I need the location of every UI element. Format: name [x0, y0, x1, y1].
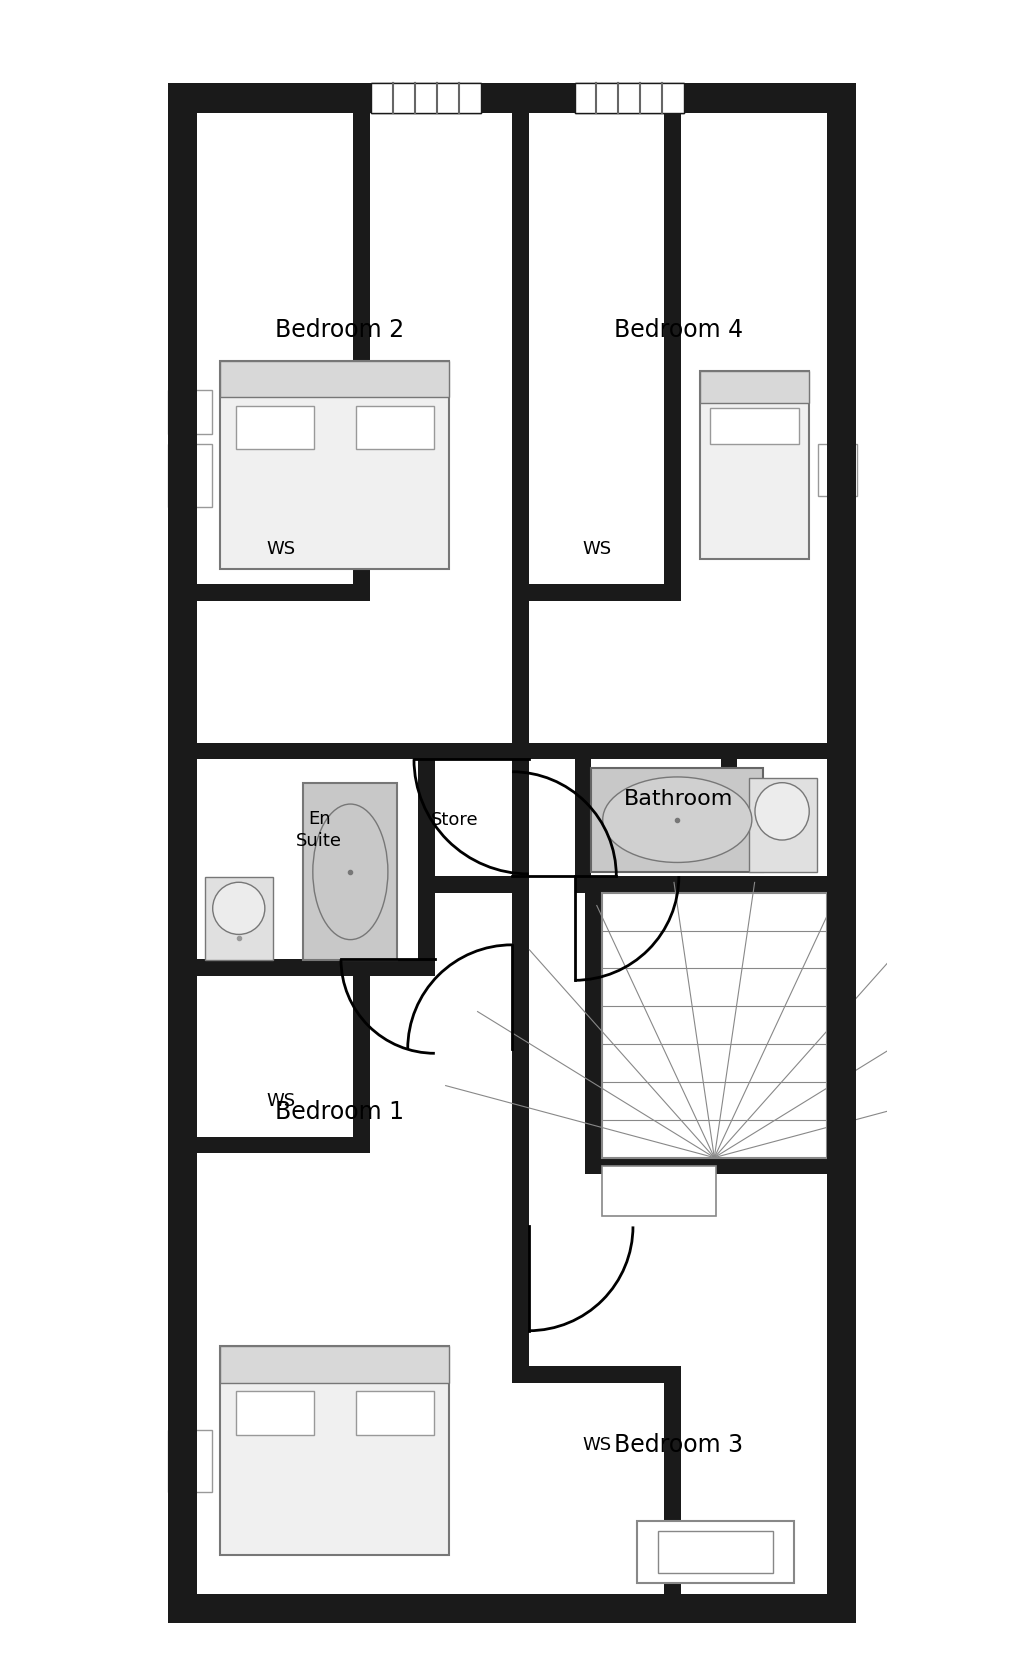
Bar [574, 83, 684, 112]
Bar [602, 893, 827, 1158]
Bar [749, 777, 816, 872]
Bar [168, 83, 197, 1623]
Bar [591, 767, 763, 872]
Bar [817, 445, 857, 496]
Bar [602, 1166, 717, 1216]
Bar [197, 959, 435, 976]
Bar [168, 83, 372, 112]
Bar [168, 83, 372, 112]
Bar [372, 83, 480, 112]
Bar [827, 83, 856, 1623]
Bar [574, 83, 684, 112]
Bar [197, 1136, 353, 1153]
Bar [418, 759, 435, 976]
Bar [168, 1429, 212, 1492]
Bar [197, 584, 353, 600]
Bar [585, 893, 602, 913]
Bar [480, 83, 574, 112]
Bar [220, 1346, 450, 1383]
Bar [574, 759, 591, 893]
Bar [480, 83, 574, 112]
Text: WS: WS [582, 1436, 611, 1454]
Bar [168, 390, 212, 433]
Bar [665, 112, 681, 600]
Bar [168, 1593, 856, 1623]
Text: Bedroom 1: Bedroom 1 [275, 1100, 404, 1123]
Bar [355, 1391, 434, 1436]
Bar [512, 759, 528, 893]
Ellipse shape [755, 782, 809, 840]
Bar [220, 1346, 450, 1555]
Text: Bathroom: Bathroom [625, 789, 733, 809]
Bar [220, 361, 450, 569]
Text: Bedroom 3: Bedroom 3 [614, 1434, 743, 1457]
Bar [684, 83, 856, 112]
Bar [512, 112, 528, 903]
Bar [372, 83, 480, 112]
Bar [699, 370, 809, 402]
Text: Store: Store [431, 810, 478, 829]
Bar [168, 83, 197, 1623]
Bar [353, 976, 370, 1153]
Text: Bedroom 4: Bedroom 4 [614, 318, 743, 341]
Bar [711, 409, 799, 445]
Bar [528, 743, 827, 759]
Bar [665, 1366, 681, 1593]
Bar [827, 83, 856, 1623]
Bar [512, 893, 528, 1383]
Bar [528, 584, 665, 600]
Bar [637, 1520, 794, 1583]
Bar [206, 877, 273, 961]
Bar [699, 370, 809, 559]
Text: WS: WS [582, 539, 611, 557]
Bar [303, 784, 397, 961]
Bar [168, 1593, 856, 1623]
Bar [528, 1366, 665, 1383]
Bar [236, 405, 313, 450]
Ellipse shape [213, 882, 265, 935]
Bar [585, 893, 602, 1174]
Text: WS: WS [266, 539, 295, 557]
Text: Bedroom 2: Bedroom 2 [275, 318, 404, 341]
Bar [435, 877, 512, 893]
Bar [355, 405, 434, 450]
Bar [220, 361, 450, 397]
Bar [168, 445, 212, 506]
Bar [721, 743, 737, 825]
Bar [353, 112, 370, 600]
Bar [591, 877, 827, 893]
Bar [658, 1532, 773, 1573]
Bar [236, 1391, 313, 1436]
Text: En
Suite: En Suite [296, 810, 342, 850]
Ellipse shape [603, 777, 752, 862]
Bar [684, 83, 856, 112]
Bar [197, 743, 512, 759]
Ellipse shape [312, 804, 388, 939]
Bar [585, 1158, 827, 1174]
Text: WS: WS [266, 1092, 295, 1110]
